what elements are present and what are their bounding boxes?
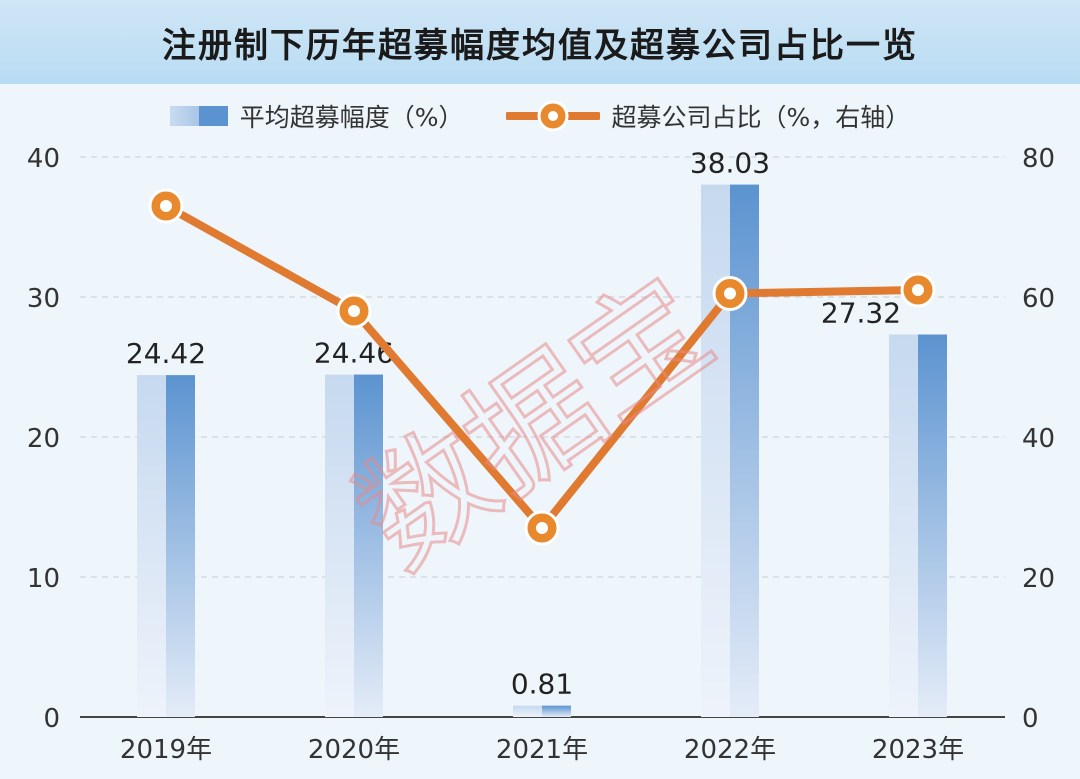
bar (730, 184, 759, 717)
left-tick-label: 40 (27, 144, 60, 174)
left-tick-label: 10 (27, 564, 60, 594)
bar (354, 374, 383, 717)
bar-left-half (137, 375, 166, 717)
legend-item-line: 超募公司占比（%，右轴） (505, 98, 911, 134)
x-tick-label: 2022年 (684, 735, 776, 765)
line-point-center (348, 305, 360, 317)
legend: 平均超募幅度（%） 超募公司占比（%，右轴） (0, 98, 1080, 134)
legend-line-swatch (505, 100, 600, 132)
line-point-center (536, 522, 548, 534)
bar (918, 334, 947, 717)
legend-bar-label: 平均超募幅度（%） (239, 103, 464, 132)
right-tick-label: 0 (1022, 704, 1039, 734)
bar-data-label: 24.42 (126, 337, 206, 370)
bar (542, 705, 571, 717)
x-tick-label: 2019年 (120, 735, 212, 765)
bar (166, 375, 195, 717)
line-point-center (912, 284, 924, 296)
bar-data-label: 27.32 (821, 297, 901, 330)
x-tick-label: 2020年 (308, 735, 400, 765)
watermark: 数据宝 (331, 249, 738, 597)
right-tick-label: 20 (1022, 564, 1055, 594)
right-tick-label: 80 (1022, 144, 1055, 174)
left-tick-label: 30 (27, 284, 60, 314)
bar-left-half (325, 374, 354, 717)
right-tick-label: 60 (1022, 284, 1055, 314)
legend-line-label: 超募公司占比（%，右轴） (611, 103, 911, 132)
x-tick-label: 2023年 (872, 735, 964, 765)
left-tick-label: 20 (27, 424, 60, 454)
line-point-center (724, 287, 736, 300)
bar-data-label: 0.81 (511, 668, 573, 701)
right-tick-label: 40 (1022, 424, 1055, 454)
bar-left-half (513, 705, 542, 717)
bar-left-half (701, 184, 730, 717)
x-tick-label: 2021年 (496, 735, 588, 765)
bar-data-label: 38.03 (690, 147, 770, 180)
chart-title: 注册制下历年超募幅度均值及超募公司占比一览 (0, 0, 1080, 84)
bar-left-half (889, 334, 918, 717)
line-point-center (160, 200, 172, 212)
legend-item-bar: 平均超募幅度（%） (169, 98, 464, 134)
left-tick-label: 0 (43, 704, 60, 734)
legend-bar-swatch (169, 106, 228, 126)
